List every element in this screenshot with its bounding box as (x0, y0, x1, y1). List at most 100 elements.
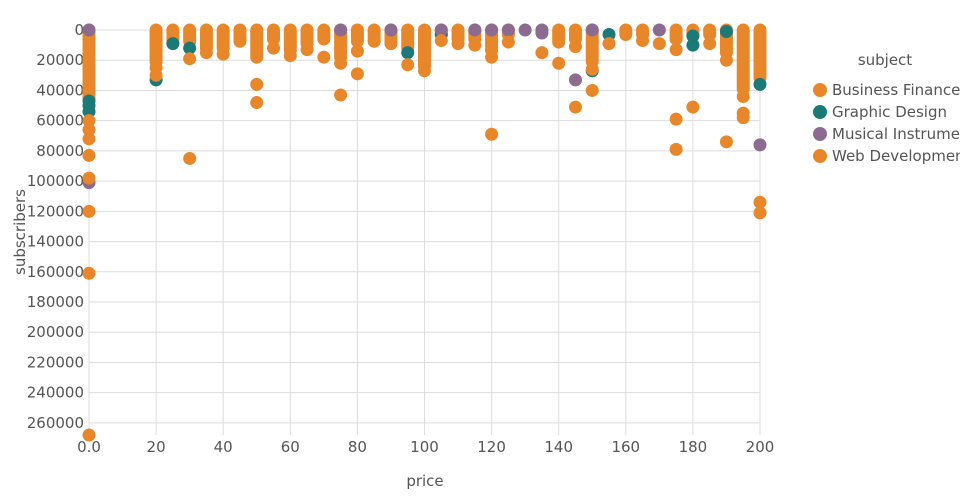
business-finance-point (719, 53, 733, 67)
business-finance-point (636, 34, 650, 48)
musical-instruments-point (585, 23, 599, 37)
y-tick-label: 200000 (27, 323, 84, 341)
y-tick-label: 40000 (36, 81, 84, 99)
web-development-point (317, 32, 331, 46)
y-tick-label: 100000 (27, 172, 84, 190)
musical-instruments-point (568, 73, 582, 87)
graphic-design-point (401, 46, 415, 60)
x-tick-label: 180 (679, 438, 708, 456)
business-finance-point (183, 151, 197, 165)
business-finance-point (250, 96, 264, 110)
business-finance-point (334, 56, 348, 70)
musical-instruments-point (334, 23, 348, 37)
y-tick-label: 0 (74, 21, 84, 39)
legend-label: Musical Instruments (832, 125, 960, 143)
x-tick-label: 100 (410, 438, 439, 456)
graphic-design-point (686, 29, 700, 43)
web-development-point (250, 50, 264, 64)
business-finance-point (82, 171, 96, 185)
musical-instruments-point (753, 138, 767, 152)
y-tick-label: 20000 (36, 51, 84, 69)
y-tick-label: 80000 (36, 142, 84, 160)
x-tick-label: 160 (611, 438, 640, 456)
business-finance-point (501, 35, 515, 49)
business-finance-point (552, 35, 566, 49)
legend-label: Web Development (832, 147, 960, 165)
business-finance-point (753, 195, 767, 209)
musical-instruments-point (501, 23, 515, 37)
graphic-design-point (602, 28, 616, 42)
business-finance-point (334, 88, 348, 102)
business-finance-point (267, 41, 281, 55)
legend: subject Business Finance Graphic Design Mu… (813, 51, 960, 165)
business-finance-point (149, 68, 163, 82)
musical-instruments-point (384, 23, 398, 37)
y-tick-label: 160000 (27, 263, 84, 281)
y-tick-label: 180000 (27, 293, 84, 311)
business-finance-point (183, 52, 197, 66)
musical-instruments-point (468, 23, 482, 37)
y-tick-label: 60000 (36, 112, 84, 130)
business-finance-point (736, 89, 750, 103)
business-finance-point (568, 100, 582, 114)
business-finance-point (82, 428, 96, 442)
business-finance-point (485, 50, 499, 64)
web-development-point (703, 28, 717, 42)
business-finance-point (350, 44, 364, 58)
business-finance-point (418, 64, 431, 78)
business-finance-point (669, 43, 683, 57)
graphic-design-point (183, 41, 197, 55)
business-finance-point (82, 266, 96, 280)
business-finance-point (602, 37, 616, 51)
y-tick-label: 140000 (27, 233, 84, 251)
musical-instruments-point (434, 23, 448, 37)
business-finance-point (736, 111, 750, 125)
graphic-design-point (166, 37, 180, 51)
business-finance-point (82, 123, 96, 137)
business-finance-point (585, 83, 599, 97)
y-tick-label: 260000 (27, 414, 84, 432)
musical-instruments-point (535, 26, 549, 40)
legend-marker (813, 127, 827, 141)
business-finance-point (250, 77, 264, 91)
legend-marker (813, 149, 827, 163)
y-tick-label: 240000 (27, 384, 84, 402)
x-tick-label: 40 (214, 438, 233, 456)
legend-marker (813, 83, 827, 97)
web-development-point (384, 37, 398, 51)
x-tick-label: 140 (544, 438, 573, 456)
web-development-point (233, 34, 247, 48)
data-points (82, 23, 767, 442)
web-development-point (267, 32, 281, 46)
business-finance-point (468, 38, 482, 52)
grid (88, 29, 761, 435)
musical-instruments-point (652, 23, 666, 37)
graphic-design-point (719, 25, 733, 39)
graphic-design-point (82, 105, 96, 119)
y-axis-title: subscribers (11, 189, 29, 275)
business-finance-point (300, 43, 314, 57)
legend-marker (813, 105, 827, 119)
business-finance-point (585, 62, 599, 76)
legend-label: Graphic Design (832, 103, 947, 121)
business-finance-point (434, 34, 448, 48)
y-tick-label: 220000 (27, 353, 84, 371)
business-finance-point (82, 114, 96, 128)
legend-title: subject (858, 51, 912, 69)
web-development-point (669, 32, 683, 46)
web-development-point (619, 28, 633, 42)
business-finance-point (568, 40, 582, 54)
musical-instruments-point (518, 23, 532, 37)
web-development-point (350, 34, 364, 48)
business-finance-point (199, 46, 213, 60)
graphic-design-point (753, 77, 767, 91)
business-finance-point (669, 142, 683, 156)
x-tick-label: 20 (147, 438, 166, 456)
business-finance-point (216, 47, 230, 61)
business-finance-point (82, 204, 96, 218)
business-finance-point (686, 100, 700, 114)
business-finance-point (753, 206, 767, 220)
business-finance-point (485, 127, 499, 141)
